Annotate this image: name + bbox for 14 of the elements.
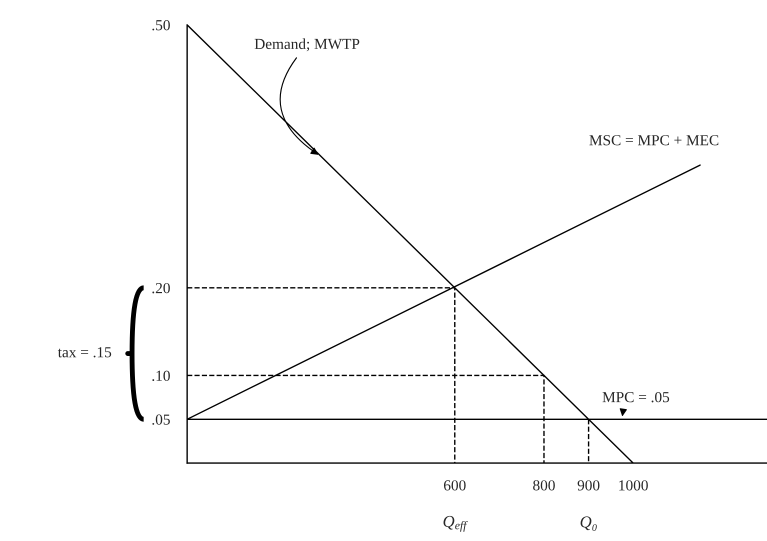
text: Q₀ xyxy=(580,516,597,531)
text: Q$_{eff}$ xyxy=(444,516,468,532)
y-tick-label: .20 xyxy=(152,282,170,294)
text: tax = .15 xyxy=(58,347,112,358)
x-tick-label: 800 xyxy=(533,480,555,491)
y-tick-label: .10 xyxy=(152,370,170,381)
x-tick-label: 1000 xyxy=(619,480,648,491)
series-label: Demand; MWTP xyxy=(254,38,360,52)
y-tick-label: .05 xyxy=(152,414,170,425)
series-label: MPC = .05 xyxy=(602,392,670,402)
y-tick-label: .50 xyxy=(152,20,170,30)
x-tick-label: 600 xyxy=(444,480,466,491)
series-label: MSC = MPC + MEC xyxy=(589,135,718,146)
x-tick-label: 900 xyxy=(578,480,600,491)
